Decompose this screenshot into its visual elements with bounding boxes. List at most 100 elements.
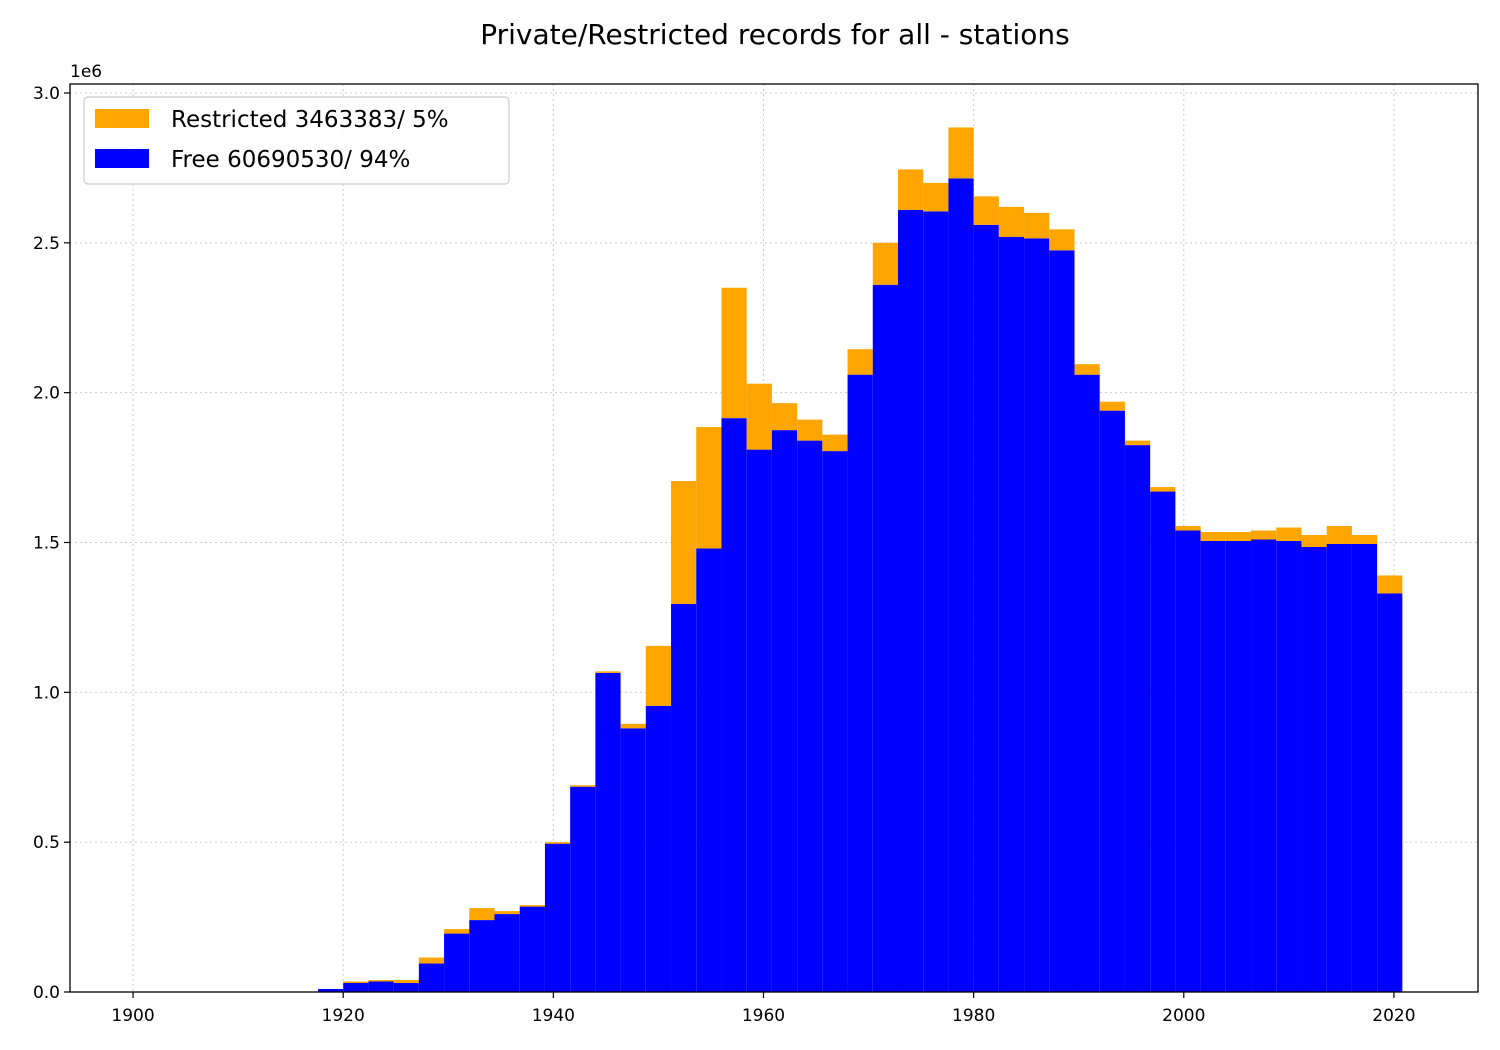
restricted-bar xyxy=(721,287,747,419)
free-bar xyxy=(544,843,571,992)
restricted-bar xyxy=(822,434,848,452)
free-bar xyxy=(1099,410,1125,992)
free-bar xyxy=(948,178,974,992)
free-bar xyxy=(923,211,949,992)
free-bar xyxy=(721,418,747,992)
restricted-bar xyxy=(393,980,419,984)
y-tick-label: 1.5 xyxy=(33,533,60,553)
restricted-bar xyxy=(1276,527,1302,541)
x-tick-label: 1940 xyxy=(532,1006,575,1026)
free-bar xyxy=(771,430,798,993)
free-bar xyxy=(822,451,848,992)
free-bar xyxy=(1200,540,1226,992)
y-tick-label: 0.0 xyxy=(33,983,60,1003)
free-bar xyxy=(368,981,394,992)
free-bar xyxy=(1251,539,1277,992)
free-bar xyxy=(973,224,999,993)
free-bar xyxy=(1049,250,1075,992)
y-tick-label: 2.5 xyxy=(33,234,60,254)
restricted-bar xyxy=(1124,440,1151,446)
free-bar xyxy=(1351,543,1378,992)
free-bar xyxy=(1276,540,1302,992)
bars-group xyxy=(317,127,1403,993)
free-bar xyxy=(645,705,672,992)
restricted-bar xyxy=(1326,526,1352,544)
free-bar xyxy=(570,786,596,992)
free-bar xyxy=(872,284,898,992)
free-bar xyxy=(1175,530,1201,992)
x-tick-label: 1920 xyxy=(322,1006,365,1026)
free-bar xyxy=(1377,593,1403,992)
restricted-bar xyxy=(923,182,949,212)
free-bar xyxy=(897,209,924,992)
free-bar xyxy=(1225,540,1252,992)
free-bar xyxy=(317,989,344,992)
restricted-bar xyxy=(469,908,495,921)
free-bar xyxy=(620,728,646,992)
restricted-bar xyxy=(1251,530,1277,540)
restricted-bar xyxy=(1074,364,1100,375)
y-offset-label: 1e6 xyxy=(70,62,102,82)
restricted-bar xyxy=(418,957,445,964)
free-bar xyxy=(1074,374,1100,992)
x-tick-label: 2000 xyxy=(1162,1006,1205,1026)
legend: Restricted 3463383/ 5% Free 60690530/ 94% xyxy=(83,96,510,185)
restricted-bar xyxy=(897,169,924,210)
free-bar xyxy=(1326,543,1352,992)
restricted-bar xyxy=(368,980,394,982)
legend-label: Restricted 3463383/ 5% xyxy=(171,107,449,133)
restricted-bar xyxy=(696,427,722,549)
y-tick-label: 1.0 xyxy=(33,683,60,703)
x-tick-label: 1960 xyxy=(742,1006,785,1026)
free-bar xyxy=(343,983,369,992)
free-bar xyxy=(1124,445,1151,993)
restricted-bar xyxy=(746,383,772,450)
y-tick-label: 3.0 xyxy=(33,84,60,104)
free-bar xyxy=(671,603,697,992)
legend-box xyxy=(83,96,510,185)
free-bar xyxy=(469,920,495,992)
free-bar xyxy=(519,906,545,992)
restricted-bar xyxy=(1049,229,1075,251)
restricted-bar xyxy=(1150,487,1176,492)
restricted-bar xyxy=(1301,535,1327,547)
x-tick-label: 2020 xyxy=(1372,1006,1415,1026)
restricted-bar xyxy=(847,349,873,375)
free-bar xyxy=(595,672,621,992)
free-bar xyxy=(494,914,520,992)
restricted-bar xyxy=(973,196,999,225)
legend-swatch xyxy=(95,149,149,168)
restricted-bar xyxy=(1377,575,1403,594)
restricted-bar xyxy=(797,419,823,441)
restricted-bar xyxy=(998,206,1025,237)
restricted-bar xyxy=(1175,526,1201,531)
y-tick-label: 0.5 xyxy=(33,833,60,853)
x-tick-label: 1900 xyxy=(111,1006,154,1026)
free-bar xyxy=(418,963,445,992)
restricted-bar xyxy=(494,911,520,915)
free-bar xyxy=(1024,238,1050,993)
restricted-bar xyxy=(771,403,798,431)
free-bar xyxy=(1301,546,1327,992)
axes-group: 1900 1920 1940 1960 1980 2000 2020 0.0 0.5 1.0 1.5… xyxy=(33,83,1479,1026)
free-bar xyxy=(998,236,1025,993)
restricted-bar xyxy=(1024,212,1050,239)
free-bar xyxy=(393,983,419,992)
restricted-bar xyxy=(645,645,672,706)
restricted-bar xyxy=(570,785,596,787)
free-bar xyxy=(444,933,470,992)
restricted-bar xyxy=(1200,532,1226,541)
restricted-bar xyxy=(343,981,369,984)
restricted-bar xyxy=(671,481,697,604)
plot-frame xyxy=(69,83,1479,993)
legend-label: Free 60690530/ 94% xyxy=(171,147,410,173)
free-bar xyxy=(1150,491,1176,992)
restricted-bar xyxy=(872,242,898,285)
legend-swatch xyxy=(95,109,149,128)
chart-title: Private/Restricted records for all - sta… xyxy=(480,18,1070,51)
restricted-bar xyxy=(620,723,646,729)
restricted-bar xyxy=(544,842,571,844)
restricted-bar xyxy=(948,127,974,179)
